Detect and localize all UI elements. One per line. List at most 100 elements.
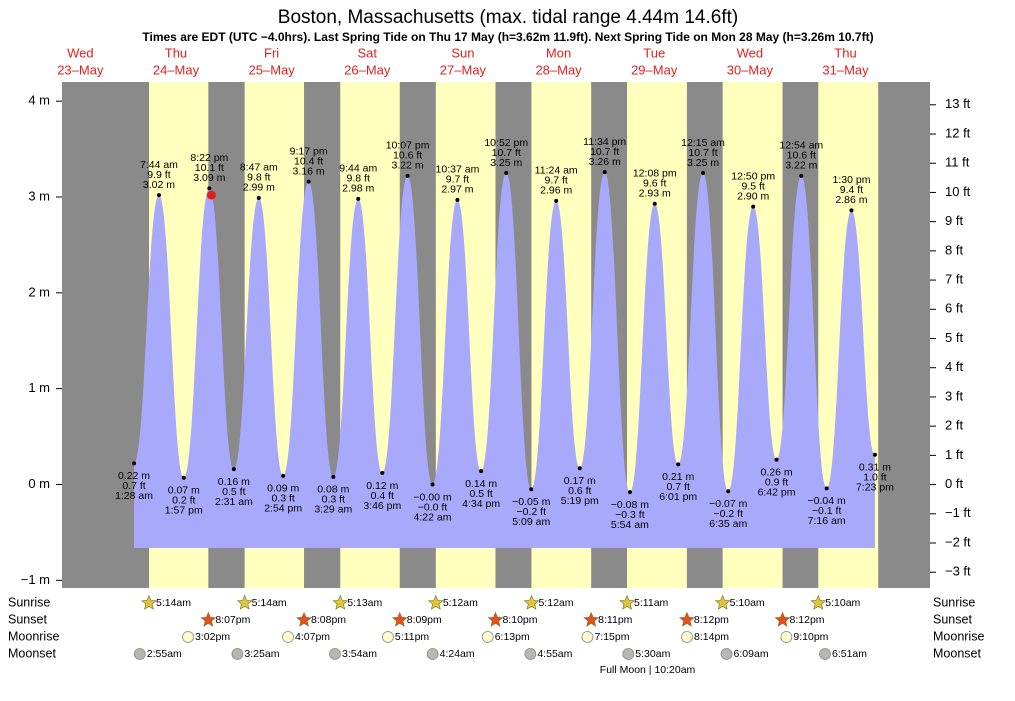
tide-label: 10:37 am — [436, 164, 480, 176]
tide-label: 0.3 ft — [322, 494, 345, 506]
tide-label: 9.8 ft — [347, 173, 370, 185]
tide-label: −0.04 m — [808, 495, 846, 507]
moonset-icon — [524, 648, 537, 660]
tide-label: 9:17 pm — [290, 145, 328, 157]
tide-label: 9.7 ft — [544, 175, 567, 187]
y-tick-label: 3 m — [28, 188, 50, 203]
sunset-label: 8:12pm — [694, 614, 729, 626]
tide-label: 7:23 pm — [856, 482, 894, 494]
tide-point — [479, 469, 484, 474]
tide-label: −0.08 m — [611, 499, 649, 511]
tide-label: 2.93 m — [639, 187, 671, 199]
tide-label: 3.22 m — [392, 160, 424, 172]
moonrise-icon — [382, 631, 394, 643]
tide-label: 7:44 am — [140, 159, 178, 171]
plot-area — [62, 82, 930, 588]
tide-point — [181, 475, 186, 480]
moonrise-icon — [780, 631, 793, 643]
sunset-icon — [487, 611, 504, 627]
y2-tick-label: −3 ft — [945, 564, 971, 579]
tide-point — [602, 170, 607, 175]
tide-label: 9.9 ft — [147, 169, 170, 181]
sunrise-icon — [141, 594, 157, 610]
tide-point — [256, 195, 261, 200]
tide-label: 10:07 pm — [386, 140, 430, 152]
y2-tick-label: 4 ft — [945, 359, 963, 374]
tide-label: 10.6 ft — [787, 150, 816, 162]
tide-label: 0.31 m — [859, 462, 891, 474]
tide-label: 2.86 m — [835, 194, 867, 206]
tide-label: 1:57 pm — [165, 505, 203, 517]
tide-label: 2.99 m — [243, 182, 275, 194]
day-date: 30–May — [727, 62, 774, 77]
tide-label: −0.07 m — [709, 498, 747, 510]
moonset-label: 4:24am — [440, 648, 475, 660]
day-name: Tue — [643, 45, 665, 60]
day-name: Fri — [264, 45, 279, 60]
moonrise-label: 3:02pm — [195, 631, 230, 643]
sunrise-label: 5:13am — [347, 597, 382, 609]
day-date: 31–May — [822, 62, 869, 77]
y2-tick-label: 5 ft — [945, 330, 963, 345]
tide-label: 11:34 pm — [583, 136, 626, 148]
moonset-label: 5:30am — [635, 648, 670, 660]
tide-label: 10.6 ft — [393, 150, 422, 162]
tide-point — [824, 486, 829, 491]
moonset-icon — [622, 648, 635, 660]
sunset-label: 8:12pm — [790, 614, 825, 626]
tide-point — [627, 490, 632, 495]
y2-tick-label: 3 ft — [945, 388, 963, 403]
sunrise-icon — [619, 594, 635, 610]
tide-label: 0.7 ft — [667, 481, 690, 493]
day-name: Sat — [358, 45, 378, 60]
tide-label: 5:09 am — [512, 516, 550, 528]
tide-label: 0.7 ft — [122, 480, 145, 492]
tide-point — [726, 489, 731, 494]
tide-point — [577, 466, 582, 471]
day-name: Wed — [737, 45, 764, 60]
sunrise-icon — [236, 594, 253, 610]
y-tick-label: 0 m — [28, 476, 50, 491]
tide-label: −0.2 ft — [714, 508, 744, 520]
moonrise-icon — [681, 631, 693, 643]
y2-tick-label: 6 ft — [945, 301, 963, 316]
tide-label: 9.4 ft — [840, 184, 863, 196]
moonset-label: 3:54am — [342, 648, 377, 660]
moonset-label: 4:55am — [537, 648, 572, 660]
moonset-label: 6:51am — [832, 648, 867, 660]
tide-label: 3.25 m — [490, 157, 522, 169]
tide-label: 0.21 m — [662, 471, 694, 483]
tide-label: 0.3 ft — [272, 493, 295, 505]
sunset-icon — [296, 611, 312, 627]
sunset-label: 8:10pm — [502, 614, 537, 626]
day-date: 24–May — [153, 62, 200, 77]
day-name: Sun — [451, 45, 474, 60]
tide-point — [751, 204, 756, 209]
y-tick-label: 1 m — [28, 380, 50, 395]
tide-point — [554, 198, 559, 203]
moonrise-label: 4:07pm — [295, 631, 330, 643]
sunset-icon — [679, 611, 695, 627]
sunset-icon — [774, 611, 791, 627]
sunset-label: 8:11pm — [598, 614, 632, 626]
tide-label: 3.02 m — [143, 179, 175, 191]
day-date: 27–May — [440, 62, 487, 77]
moonset-icon — [231, 648, 244, 660]
row-name: Sunrise — [8, 595, 50, 609]
tide-label: 8:22 pm — [190, 152, 228, 164]
row-name: Moonset — [933, 646, 981, 660]
tide-label: 5:19 pm — [561, 495, 599, 507]
moonrise-icon — [282, 631, 294, 643]
tide-label: 0.5 ft — [469, 488, 492, 500]
sunrise-label: 5:11am — [634, 597, 668, 609]
moonrise-label: 9:10pm — [793, 631, 828, 643]
tide-label: 3:29 am — [314, 504, 352, 516]
tide-label: 2.90 m — [737, 190, 769, 202]
tide-label: 9.5 ft — [741, 180, 764, 192]
moonset-icon — [819, 648, 831, 660]
sunset-icon — [583, 611, 600, 627]
day-date: 26–May — [344, 62, 391, 77]
day-date: 29–May — [631, 62, 678, 77]
tide-point — [356, 196, 361, 201]
